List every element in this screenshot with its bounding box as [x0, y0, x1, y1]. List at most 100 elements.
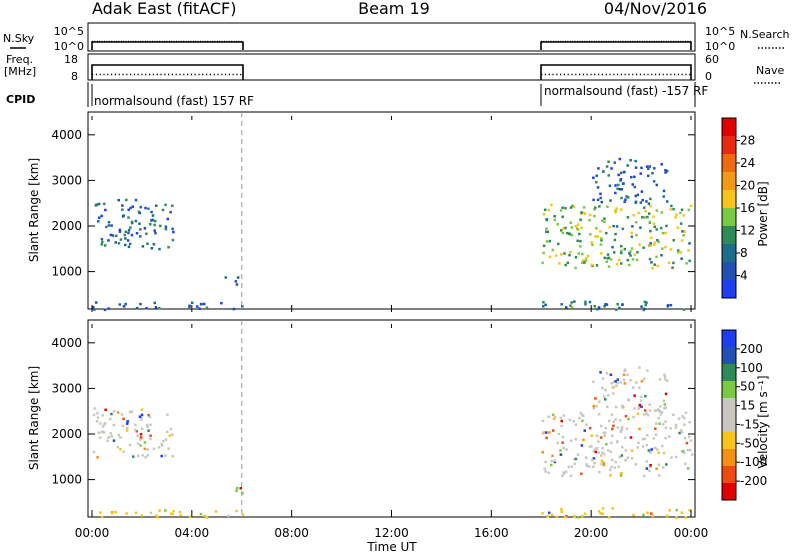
range-gate-cell: [640, 166, 643, 170]
range-gate-cell: [679, 222, 683, 225]
range-gate-cell: [648, 403, 652, 406]
range-gate-cell: [605, 443, 608, 446]
range-gate-cell: [615, 384, 618, 387]
range-gate-cell: [666, 304, 670, 307]
range-gate-cell: [620, 188, 624, 191]
range-gate-cell: [678, 431, 681, 435]
range-gate-cell: [585, 463, 588, 466]
range-gate-cell: [561, 206, 564, 209]
range-gate-cell: [551, 429, 555, 432]
range-gate-cell: [140, 514, 144, 517]
range-gate-cell: [554, 254, 558, 257]
range-gate-cell: [139, 432, 143, 436]
range-gate-cell: [570, 233, 574, 237]
range-gate-cell: [570, 226, 574, 229]
cpid-right-text: normalsound (fast) -157 RF: [544, 84, 708, 98]
range-gate-cell: [609, 450, 613, 454]
range-gate-cell: [603, 398, 607, 401]
range-gate-cell: [687, 249, 690, 252]
range-gate-cell: [153, 229, 156, 232]
range-gate-cell: [615, 207, 618, 210]
range-gate-cell: [613, 161, 616, 164]
range-gate-cell: [127, 228, 131, 232]
range-gate-cell: [614, 308, 618, 311]
range-gate-cell: [601, 386, 604, 390]
range-gate-cell: [651, 171, 654, 175]
range-gate-cell: [610, 441, 613, 445]
range-gate-cell: [641, 198, 644, 202]
range-gate-cell: [140, 418, 143, 422]
range-gate-cell: [626, 258, 630, 262]
range-gate-cell: [599, 371, 602, 374]
range-gate-cell: [679, 251, 683, 254]
range-gate-cell: [680, 511, 684, 514]
range-gate-cell: [547, 208, 551, 212]
range-gate-cell: [665, 169, 669, 173]
range-gate-cell: [130, 233, 134, 237]
range-gate-cell: [677, 249, 680, 252]
range-gate-cell: [151, 214, 155, 217]
range-gate-cell: [619, 429, 623, 433]
range-gate-cell: [604, 431, 607, 434]
range-gate-cell: [632, 513, 635, 517]
range-gate-cell: [141, 454, 144, 457]
range-gate-cell: [601, 219, 604, 223]
range-gate-cell: [121, 424, 125, 428]
range-gate-cell: [585, 423, 588, 426]
range-gate-cell: [541, 419, 545, 423]
range-gate-cell: [125, 198, 128, 202]
range-gate-cell: [647, 174, 650, 178]
range-gate-cell: [599, 436, 603, 439]
range-gate-cell: [595, 434, 599, 437]
range-gate-cell: [580, 472, 583, 476]
colorbar-segment: [722, 415, 736, 433]
range-gate-cell: [101, 414, 105, 417]
range-gate-cell: [642, 377, 646, 381]
range-gate-cell: [619, 179, 622, 182]
range-gate-cell: [611, 458, 614, 462]
range-gate-cell: [564, 263, 567, 267]
range-gate-cell: [145, 306, 148, 310]
range-gate-cell: [547, 471, 551, 474]
range-gate-cell: [657, 240, 660, 244]
range-gate-cell: [166, 217, 170, 221]
range-gate-cell: [116, 445, 120, 449]
range-gate-cell: [104, 408, 107, 412]
range-gate-cell: [112, 423, 116, 427]
range-gate-cell: [178, 510, 182, 514]
range-gate-cell: [677, 417, 681, 420]
range-gate-cell: [107, 220, 111, 224]
power-colorbar: 4 8 12 16 20 24 28: [721, 117, 755, 299]
range-gate-cell: [108, 417, 112, 421]
range-gate-cell: [630, 235, 634, 238]
range-gate-cell: [580, 226, 583, 229]
range-gate-cell: [122, 214, 126, 217]
range-gate-cell: [679, 211, 682, 215]
colorbar-tick-label: -50: [740, 436, 760, 450]
range-gate-cell: [676, 251, 680, 254]
range-gate-cell: [158, 509, 161, 512]
range-gate-cell: [611, 392, 615, 395]
range-gate-cell: [143, 227, 147, 230]
range-gate-cell: [664, 436, 667, 440]
range-gate-cell: [205, 516, 209, 519]
range-gate-cell: [561, 474, 564, 477]
range-gate-cell: [597, 451, 600, 454]
range-gate-cell: [644, 209, 647, 213]
range-gate-cell: [651, 514, 655, 518]
range-gate-cell: [139, 228, 142, 231]
range-gate-cell: [118, 228, 122, 232]
range-gate-cell: [681, 415, 684, 418]
x-tick-label: 12:00: [374, 526, 409, 540]
range-gate-cell: [150, 246, 154, 250]
range-gate-cell: [638, 403, 642, 407]
range-gate-cell: [609, 199, 612, 202]
range-gate-cell: [149, 511, 153, 515]
range-gate-cell: [541, 450, 545, 454]
range-gate-cell: [621, 405, 625, 408]
range-gate-cell: [655, 422, 658, 425]
range-gate-cell: [647, 449, 651, 452]
range-gate-cell: [551, 513, 554, 517]
range-gate-cell: [591, 243, 594, 247]
range-gate-cell: [167, 245, 170, 249]
